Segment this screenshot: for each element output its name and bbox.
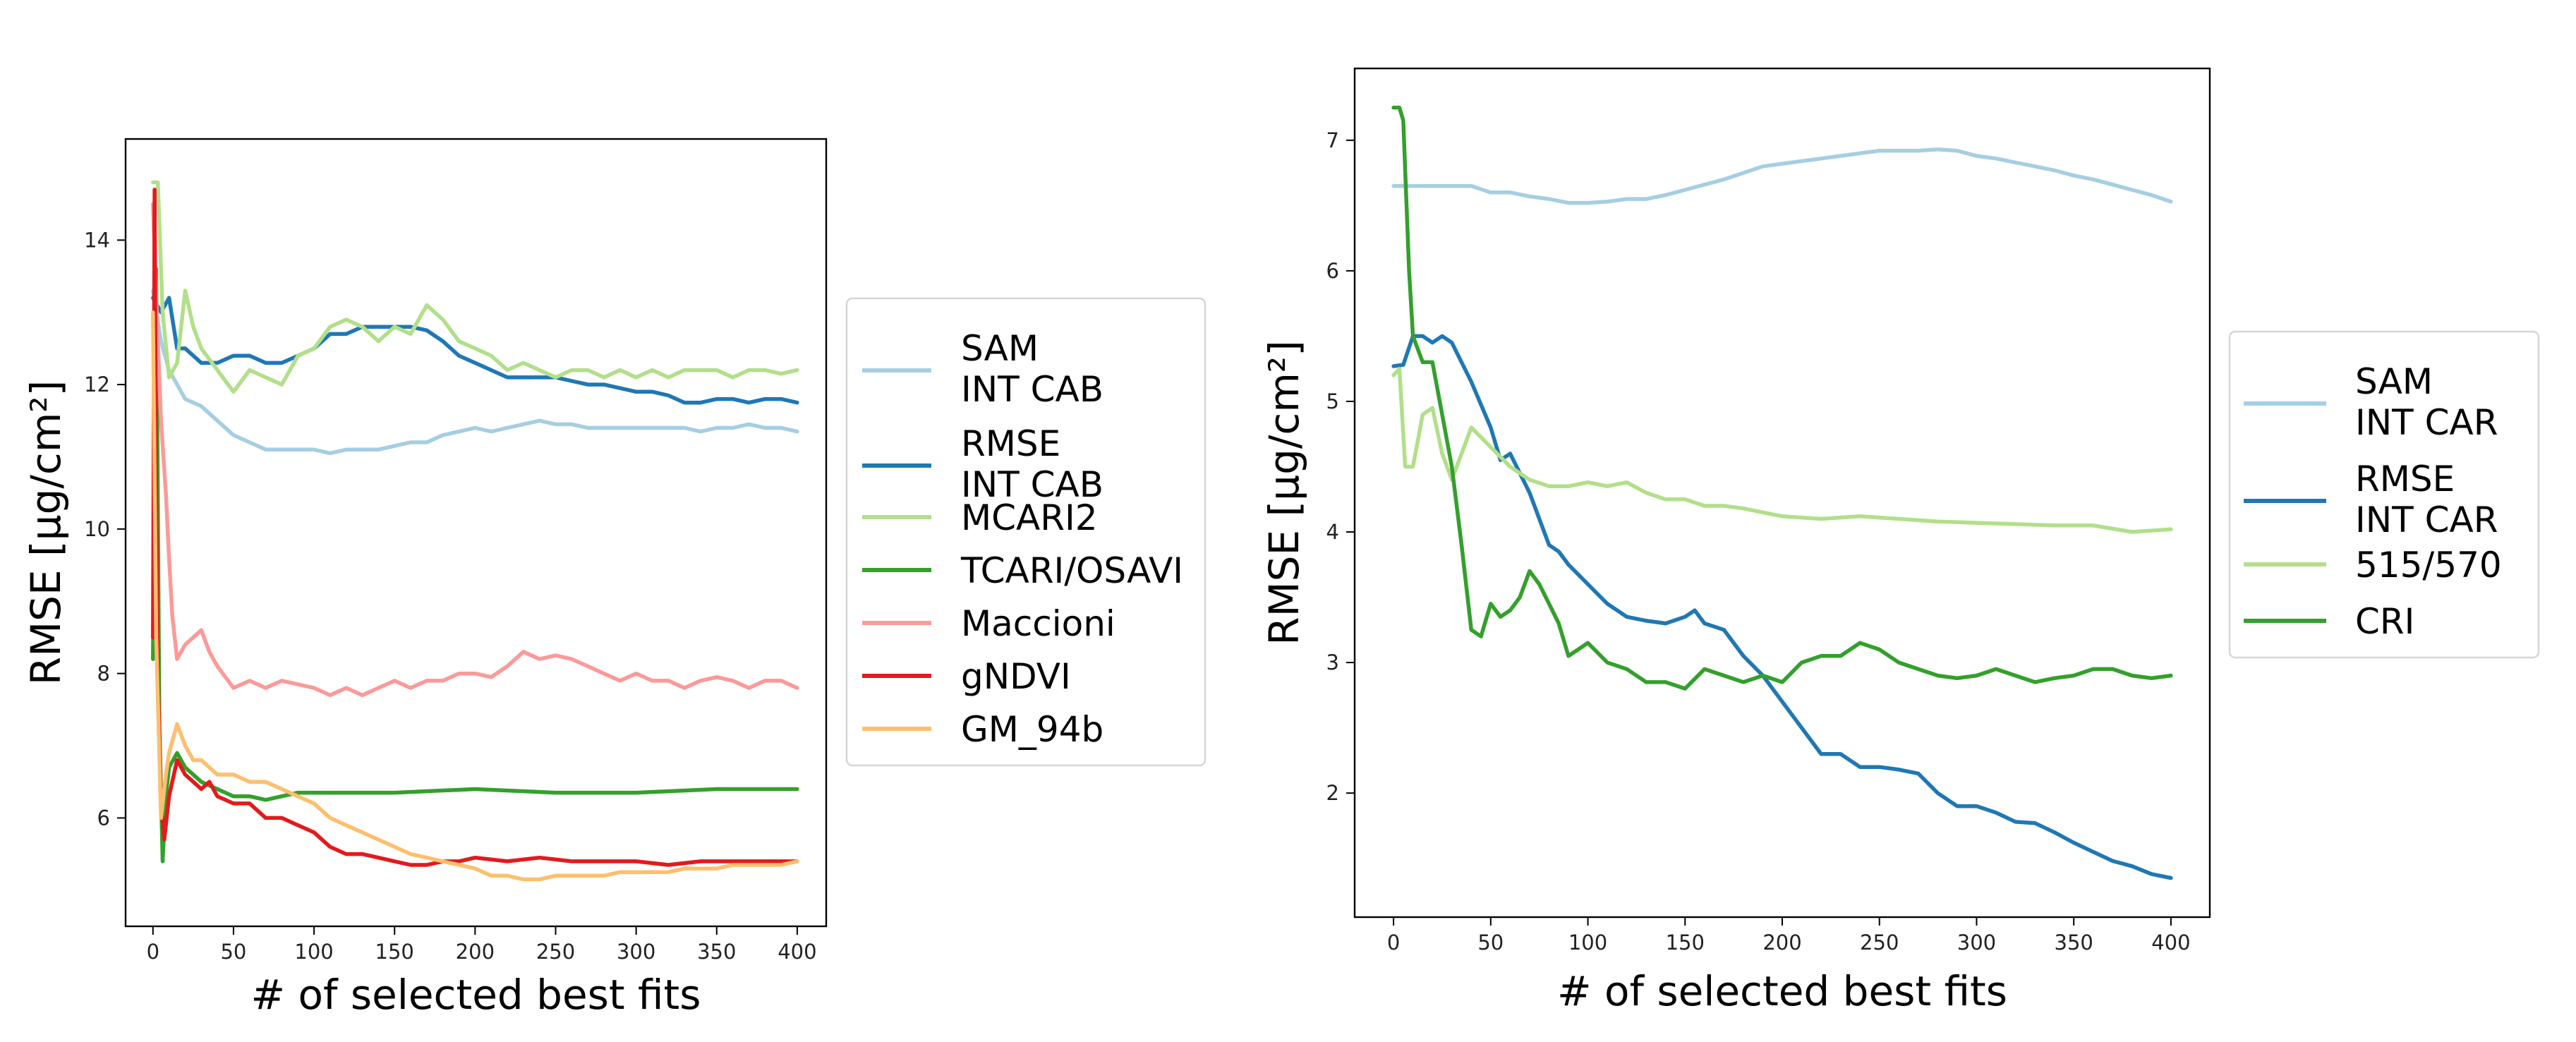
- series-line-rmse-int-car: [1391, 334, 2173, 880]
- y-tick-label: 8: [97, 662, 110, 686]
- series-line-gndvi: [151, 187, 799, 867]
- x-tick-label: 50: [1477, 931, 1504, 955]
- plot-area-frame: [1353, 67, 2211, 919]
- legend-label: gNDVI: [961, 656, 1071, 697]
- y-tick-label: 6: [97, 806, 110, 830]
- chart-panel-2: 0 50 100 150 200 250 300 350 400 2 3 4 5 6 7 # of selec…: [1260, 67, 2540, 1015]
- legend-label: TCARI/OSAVI: [960, 550, 1183, 591]
- x-tick-label: 50: [220, 940, 246, 964]
- x-tick-label: 0: [147, 940, 159, 964]
- y-tick-label: 3: [1326, 650, 1339, 674]
- series-line-cri: [1391, 105, 2173, 691]
- legend-label: 515/570: [2355, 545, 2502, 586]
- y-tick-label: 5: [1326, 389, 1339, 413]
- y-axis-label: RMSE [μg/cm²]: [1260, 340, 1308, 645]
- y-tick-label: 2: [1326, 781, 1339, 805]
- legend: SAM INT CAR RMSE INT CAR 515/570 CRI: [2228, 330, 2540, 659]
- x-tick-label: 400: [778, 940, 816, 964]
- x-tick-label: 300: [617, 940, 655, 964]
- legend-label: MCARI2: [961, 497, 1098, 538]
- series-line-sam-int-cab: [151, 289, 799, 456]
- legend-label: RMSE INT CAB: [961, 423, 1103, 505]
- x-tick-label: 0: [1387, 931, 1400, 955]
- x-tick-label: 400: [2151, 931, 2190, 955]
- legend-label: SAM INT CAB: [961, 328, 1103, 410]
- series-line-rmse-int-cab: [151, 296, 799, 405]
- y-tick-label: 7: [1326, 128, 1339, 152]
- x-axis-label: # of selected best fits: [1557, 967, 2007, 1015]
- x-tick-label: 100: [294, 940, 333, 964]
- x-tick-label: 150: [375, 940, 414, 964]
- plot-area-frame: [124, 138, 828, 928]
- chart-panel-1: 0 50 100 150 200 250 300 350 400 6 8 10 12 14 # of sel…: [22, 138, 1207, 1019]
- y-tick-label: 4: [1326, 520, 1339, 544]
- y-tick-label: 14: [84, 228, 110, 252]
- x-tick-label: 100: [1568, 931, 1607, 955]
- series-line-mcari2: [151, 180, 799, 394]
- series-line-maccioni: [151, 202, 799, 698]
- series-line-tcariosavi: [151, 267, 799, 864]
- x-tick-label: 300: [1957, 931, 1996, 955]
- y-tick-label: 10: [84, 517, 110, 541]
- x-axis-label: # of selected best fits: [250, 971, 701, 1019]
- x-tick-label: 350: [697, 940, 736, 964]
- legend-frame: [2228, 330, 2540, 659]
- x-tick-label: 350: [2055, 931, 2093, 955]
- legend-label: SAM INT CAR: [2355, 361, 2498, 443]
- x-tick-label: 150: [1666, 931, 1705, 955]
- legend-label: RMSE INT CAR: [2355, 459, 2498, 540]
- y-tick-label: 12: [84, 372, 110, 396]
- legend-frame: [845, 297, 1207, 767]
- series-line-515570: [1391, 366, 2173, 534]
- legend-label: Maccioni: [961, 603, 1115, 644]
- series-line-gm_94b: [151, 310, 799, 882]
- y-axis-label: RMSE [μg/cm²]: [22, 380, 70, 685]
- x-tick-label: 200: [456, 940, 495, 964]
- x-tick-label: 250: [536, 940, 575, 964]
- legend-label: GM_94b: [961, 709, 1103, 750]
- y-tick-label: 6: [1326, 259, 1339, 283]
- legend-label: CRI: [2355, 601, 2414, 642]
- x-tick-label: 200: [1762, 931, 1801, 955]
- x-tick-label: 250: [1860, 931, 1899, 955]
- series-line-sam-int-car: [1391, 147, 2173, 205]
